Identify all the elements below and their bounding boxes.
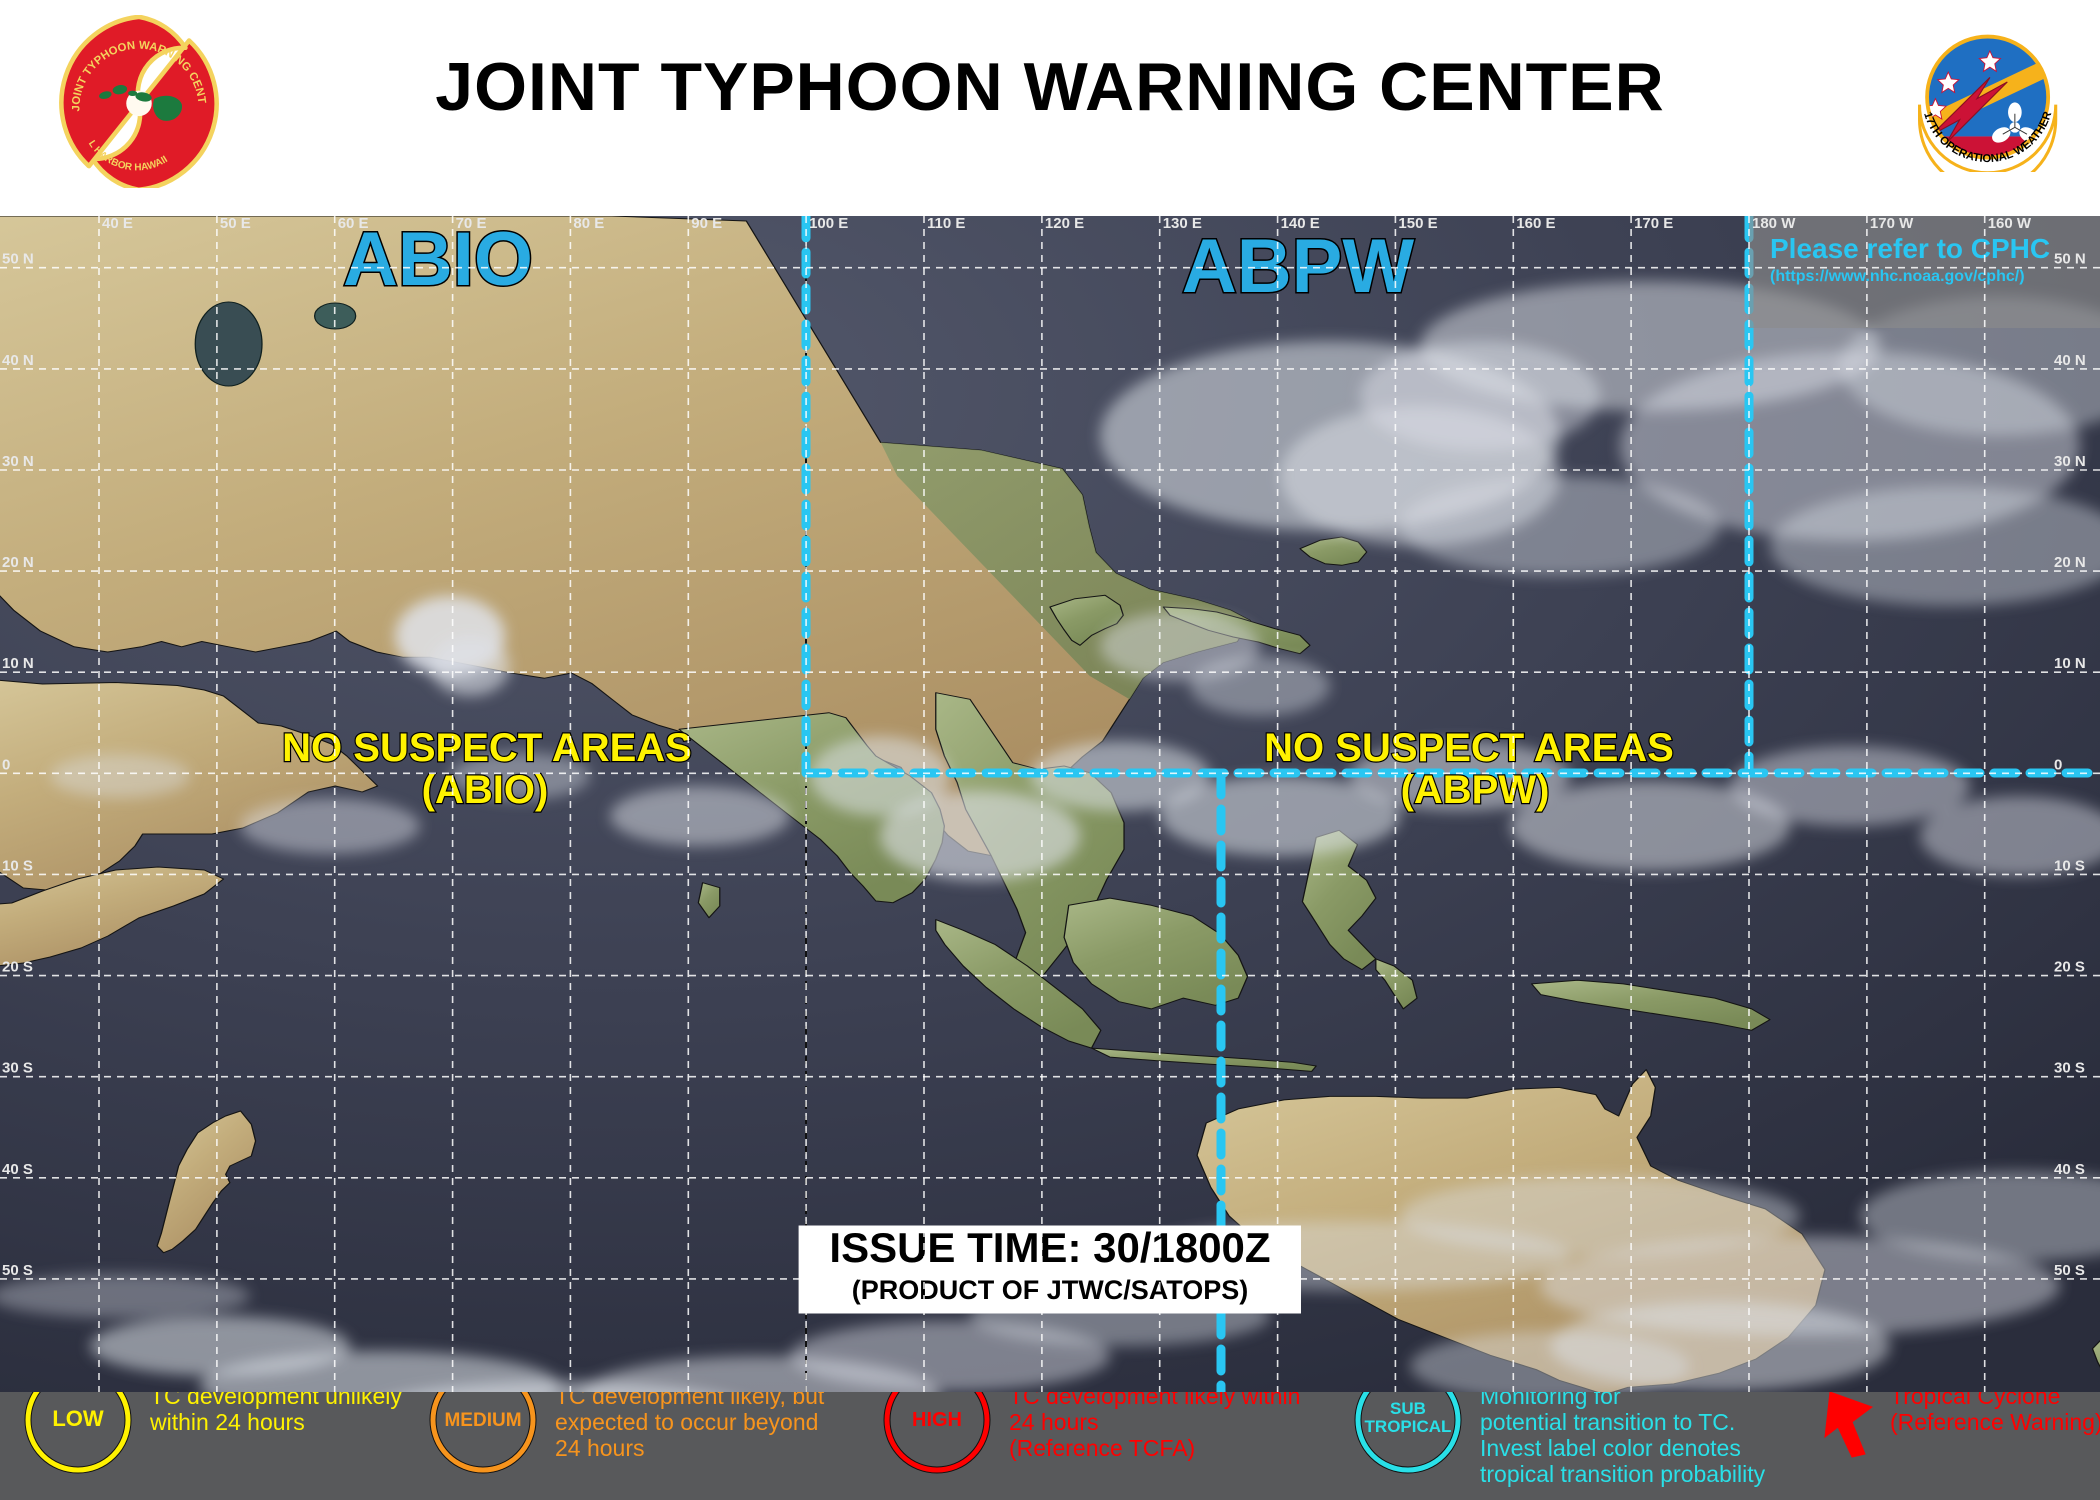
svg-text:HIGH: HIGH <box>912 1409 962 1431</box>
svg-text:170 W: 170 W <box>1870 216 1914 232</box>
svg-text:130 E: 130 E <box>1163 216 1202 232</box>
svg-text:10 N: 10 N <box>2054 655 2086 672</box>
svg-text:50 S: 50 S <box>2 1262 33 1279</box>
svg-text:10 S: 10 S <box>2 857 33 874</box>
svg-text:30 S: 30 S <box>2 1060 33 1077</box>
svg-text:expected to occur beyond: expected to occur beyond <box>555 1409 818 1435</box>
svg-text:NO SUSPECT AREAS: NO SUSPECT AREAS <box>282 726 692 770</box>
svg-text:0: 0 <box>2054 756 2062 773</box>
svg-text:50 N: 50 N <box>2054 251 2086 268</box>
svg-text:40 S: 40 S <box>2054 1161 2085 1178</box>
svg-text:100 E: 100 E <box>809 216 848 232</box>
svg-text:24 hours: 24 hours <box>1009 1409 1099 1435</box>
svg-text:30 N: 30 N <box>2054 453 2086 470</box>
svg-text:ISSUE TIME: 30/1800Z: ISSUE TIME: 30/1800Z <box>829 1224 1270 1271</box>
svg-text:40 S: 40 S <box>2 1161 33 1178</box>
svg-text:50 S: 50 S <box>2054 1262 2085 1279</box>
svg-text:ABPW: ABPW <box>1182 224 1414 309</box>
svg-text:tropical transition probabil: tropical transition probability <box>1480 1461 1766 1487</box>
svg-text:120 E: 120 E <box>1045 216 1084 232</box>
svg-text:LOW: LOW <box>52 1406 104 1431</box>
svg-text:30 S: 30 S <box>2054 1060 2085 1077</box>
svg-text:MEDIUM: MEDIUM <box>444 1410 521 1431</box>
svg-text:160 W: 160 W <box>1988 216 2032 232</box>
svg-text:20 N: 20 N <box>2 554 34 571</box>
svg-text:10 S: 10 S <box>2054 857 2085 874</box>
svg-text:20 N: 20 N <box>2054 554 2086 571</box>
svg-text:30 N: 30 N <box>2 453 34 470</box>
svg-text:160 E: 160 E <box>1516 216 1555 232</box>
svg-text:TC development unlikely: TC development unlikely <box>150 1392 402 1409</box>
svg-text:(Reference TCFA): (Reference TCFA) <box>1009 1435 1195 1461</box>
svg-text:40 N: 40 N <box>2 352 34 369</box>
svg-text:SUB: SUB <box>1390 1399 1426 1418</box>
svg-text:within 24 hours: within 24 hours <box>149 1409 305 1435</box>
svg-text:(ABIO): (ABIO) <box>422 768 549 812</box>
svg-text:NO SUSPECT AREAS: NO SUSPECT AREAS <box>1264 726 1674 770</box>
svg-text:110 E: 110 E <box>927 216 965 232</box>
svg-text:170 E: 170 E <box>1634 216 1673 232</box>
svg-text:90 E: 90 E <box>691 216 722 232</box>
svg-text:80 E: 80 E <box>573 216 604 232</box>
svg-text:50 N: 50 N <box>2 251 34 268</box>
svg-text:TC development likely, but: TC development likely, but <box>555 1392 825 1409</box>
svg-text:20 S: 20 S <box>2 959 33 976</box>
svg-text:180 W: 180 W <box>1752 216 1796 232</box>
svg-text:(Reference Warning): (Reference Warning) <box>1890 1409 2100 1435</box>
svg-text:Tropical Cyclone: Tropical Cyclone <box>1890 1392 2060 1409</box>
svg-text:0: 0 <box>2 756 10 773</box>
svg-text:40 N: 40 N <box>2054 352 2086 369</box>
svg-text:50 E: 50 E <box>220 216 251 232</box>
svg-text:70 E: 70 E <box>456 216 487 232</box>
svg-text:(https://www.nhc.noaa.gov/cphc: (https://www.nhc.noaa.gov/cphc/) <box>1770 268 2025 285</box>
svg-text:Monitoring for: Monitoring for <box>1480 1392 1621 1409</box>
svg-text:ABIO: ABIO <box>343 217 533 302</box>
svg-text:10 N: 10 N <box>2 655 34 672</box>
svg-text:TC development likely within: TC development likely within <box>1009 1392 1300 1409</box>
svg-text:20 S: 20 S <box>2054 959 2085 976</box>
svg-text:40 E: 40 E <box>102 216 133 232</box>
svg-text:60 E: 60 E <box>338 216 369 232</box>
svg-text:(ABPW): (ABPW) <box>1401 768 1550 812</box>
svg-text:150 E: 150 E <box>1398 216 1437 232</box>
svg-text:140 E: 140 E <box>1281 216 1320 232</box>
svg-text:Please refer to CPHC: Please refer to CPHC <box>1770 233 2050 264</box>
svg-text:potential transition to TC.: potential transition to TC. <box>1480 1409 1735 1435</box>
svg-text:TROPICAL: TROPICAL <box>1365 1417 1452 1436</box>
svg-text:24 hours: 24 hours <box>555 1435 645 1461</box>
svg-text:Invest label color denotes: Invest label color denotes <box>1480 1435 1741 1461</box>
